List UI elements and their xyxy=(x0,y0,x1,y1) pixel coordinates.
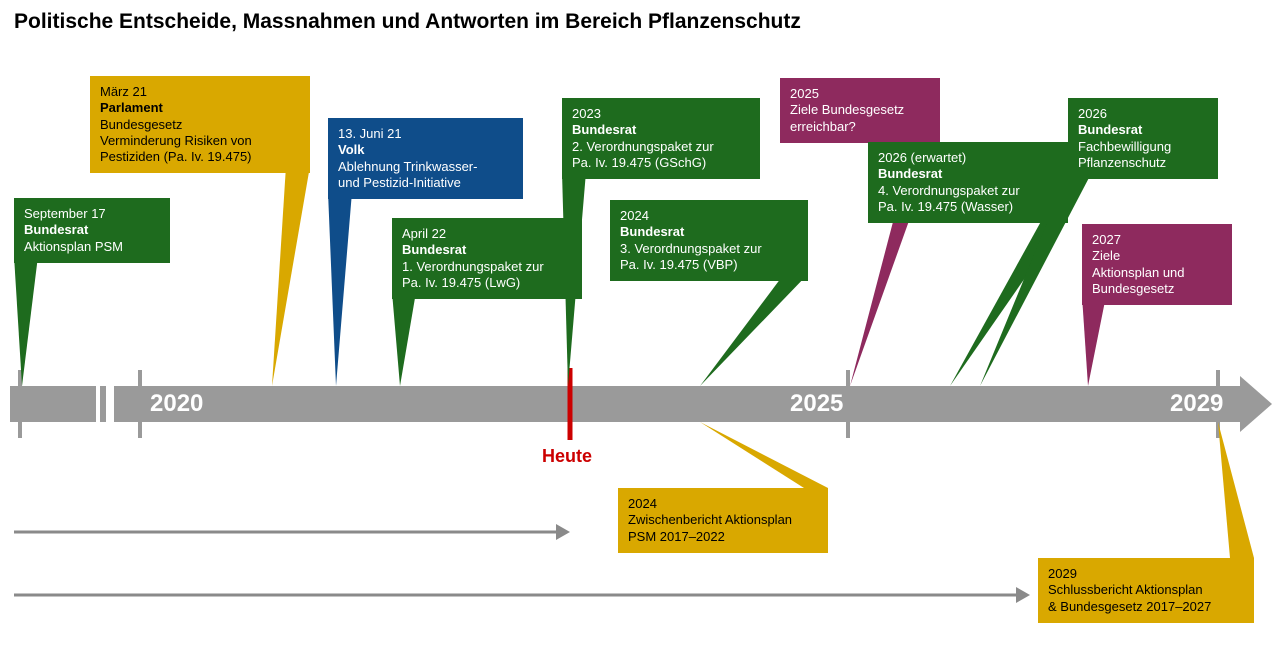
callout-desc-line: Pa. Iv. 19.475 (LwG) xyxy=(402,275,572,291)
callout-desc-line: Ablehnung Trinkwasser- xyxy=(338,159,513,175)
callout-c4: April 22Bundesrat1. Verordnungspaket zur… xyxy=(392,218,582,299)
callout-date: 2024 xyxy=(620,208,798,224)
callout-desc-line: 2. Verordnungspaket zur xyxy=(572,139,750,155)
callout-actor: Bundesrat xyxy=(1078,122,1208,138)
callout-actor: Bundesrat xyxy=(620,224,798,240)
year-label: 2029 xyxy=(1170,390,1223,418)
callout-desc-line: Pflanzenschutz xyxy=(1078,155,1208,171)
callout-desc-line: Bundesgesetz xyxy=(1092,281,1222,297)
callout-actor: Bundesrat xyxy=(878,166,1058,182)
callout-date: 2023 xyxy=(572,106,750,122)
callout-actor: Bundesrat xyxy=(572,122,750,138)
callout-desc-line: Aktionsplan PSM xyxy=(24,239,160,255)
callout-date: 2024 xyxy=(628,496,818,512)
callout-c2: März 21ParlamentBundesgesetzVerminderung… xyxy=(90,76,310,173)
callout-date: 13. Juni 21 xyxy=(338,126,513,142)
callout-b2: 2029Schlussbericht Aktionsplan& Bundesge… xyxy=(1038,558,1254,623)
callout-date: April 22 xyxy=(402,226,572,242)
callout-actor: Parlament xyxy=(100,100,300,116)
callout-desc-line: Verminderung Risiken von xyxy=(100,133,300,149)
callout-desc-line: Zwischenbericht Aktionsplan xyxy=(628,512,818,528)
year-label: 2025 xyxy=(790,390,843,418)
callout-desc-line: 3. Verordnungspaket zur xyxy=(620,241,798,257)
callout-date: September 17 xyxy=(24,206,160,222)
callout-desc-line: Ziele xyxy=(1092,248,1222,264)
callout-desc-line: Bundesgesetz xyxy=(100,117,300,133)
callout-b1: 2024Zwischenbericht AktionsplanPSM 2017–… xyxy=(618,488,828,553)
callout-desc-line: Pa. Iv. 19.475 (Wasser) xyxy=(878,199,1058,215)
callout-c3: 13. Juni 21VolkAblehnung Trinkwasser-und… xyxy=(328,118,523,199)
callout-date: 2026 xyxy=(1078,106,1208,122)
callout-actor: Bundesrat xyxy=(24,222,160,238)
callout-desc-line: 1. Verordnungspaket zur xyxy=(402,259,572,275)
callout-desc-line: PSM 2017–2022 xyxy=(628,529,818,545)
callout-date: 2026 (erwartet) xyxy=(878,150,1058,166)
year-label: 2020 xyxy=(150,390,203,418)
callout-c1: September 17BundesratAktionsplan PSM xyxy=(14,198,170,263)
callout-desc-line: & Bundesgesetz 2017–2027 xyxy=(1048,599,1244,615)
callout-date: 2029 xyxy=(1048,566,1244,582)
callout-c7: 2025Ziele Bundesgesetzerreichbar? xyxy=(780,78,940,143)
callout-c10: 2027ZieleAktionsplan undBundesgesetz xyxy=(1082,224,1232,305)
callout-date: 2025 xyxy=(790,86,930,102)
callout-desc-line: Pestiziden (Pa. Iv. 19.475) xyxy=(100,149,300,165)
callout-actor: Bundesrat xyxy=(402,242,572,258)
callout-desc-line: Fachbewilligung xyxy=(1078,139,1208,155)
callout-c6: 2024Bundesrat3. Verordnungspaket zurPa. … xyxy=(610,200,808,281)
callout-desc-line: Aktionsplan und xyxy=(1092,265,1222,281)
callout-date: März 21 xyxy=(100,84,300,100)
callout-actor: Volk xyxy=(338,142,513,158)
callout-desc-line: Pa. Iv. 19.475 (GSchG) xyxy=(572,155,750,171)
callout-c5: 2023Bundesrat2. Verordnungspaket zurPa. … xyxy=(562,98,760,179)
callout-desc-line: Schlussbericht Aktionsplan xyxy=(1048,582,1244,598)
callout-desc-line: erreichbar? xyxy=(790,119,930,135)
callout-c8: 2026 (erwartet)Bundesrat4. Verordnungspa… xyxy=(868,142,1068,223)
callout-c9: 2026BundesratFachbewilligungPflanzenschu… xyxy=(1068,98,1218,179)
callout-desc-line: Ziele Bundesgesetz xyxy=(790,102,930,118)
callout-desc-line: 4. Verordnungspaket zur xyxy=(878,183,1058,199)
callout-desc-line: und Pestizid-Initiative xyxy=(338,175,513,191)
callout-date: 2027 xyxy=(1092,232,1222,248)
callout-desc-line: Pa. Iv. 19.475 (VBP) xyxy=(620,257,798,273)
heute-label: Heute xyxy=(542,446,592,467)
